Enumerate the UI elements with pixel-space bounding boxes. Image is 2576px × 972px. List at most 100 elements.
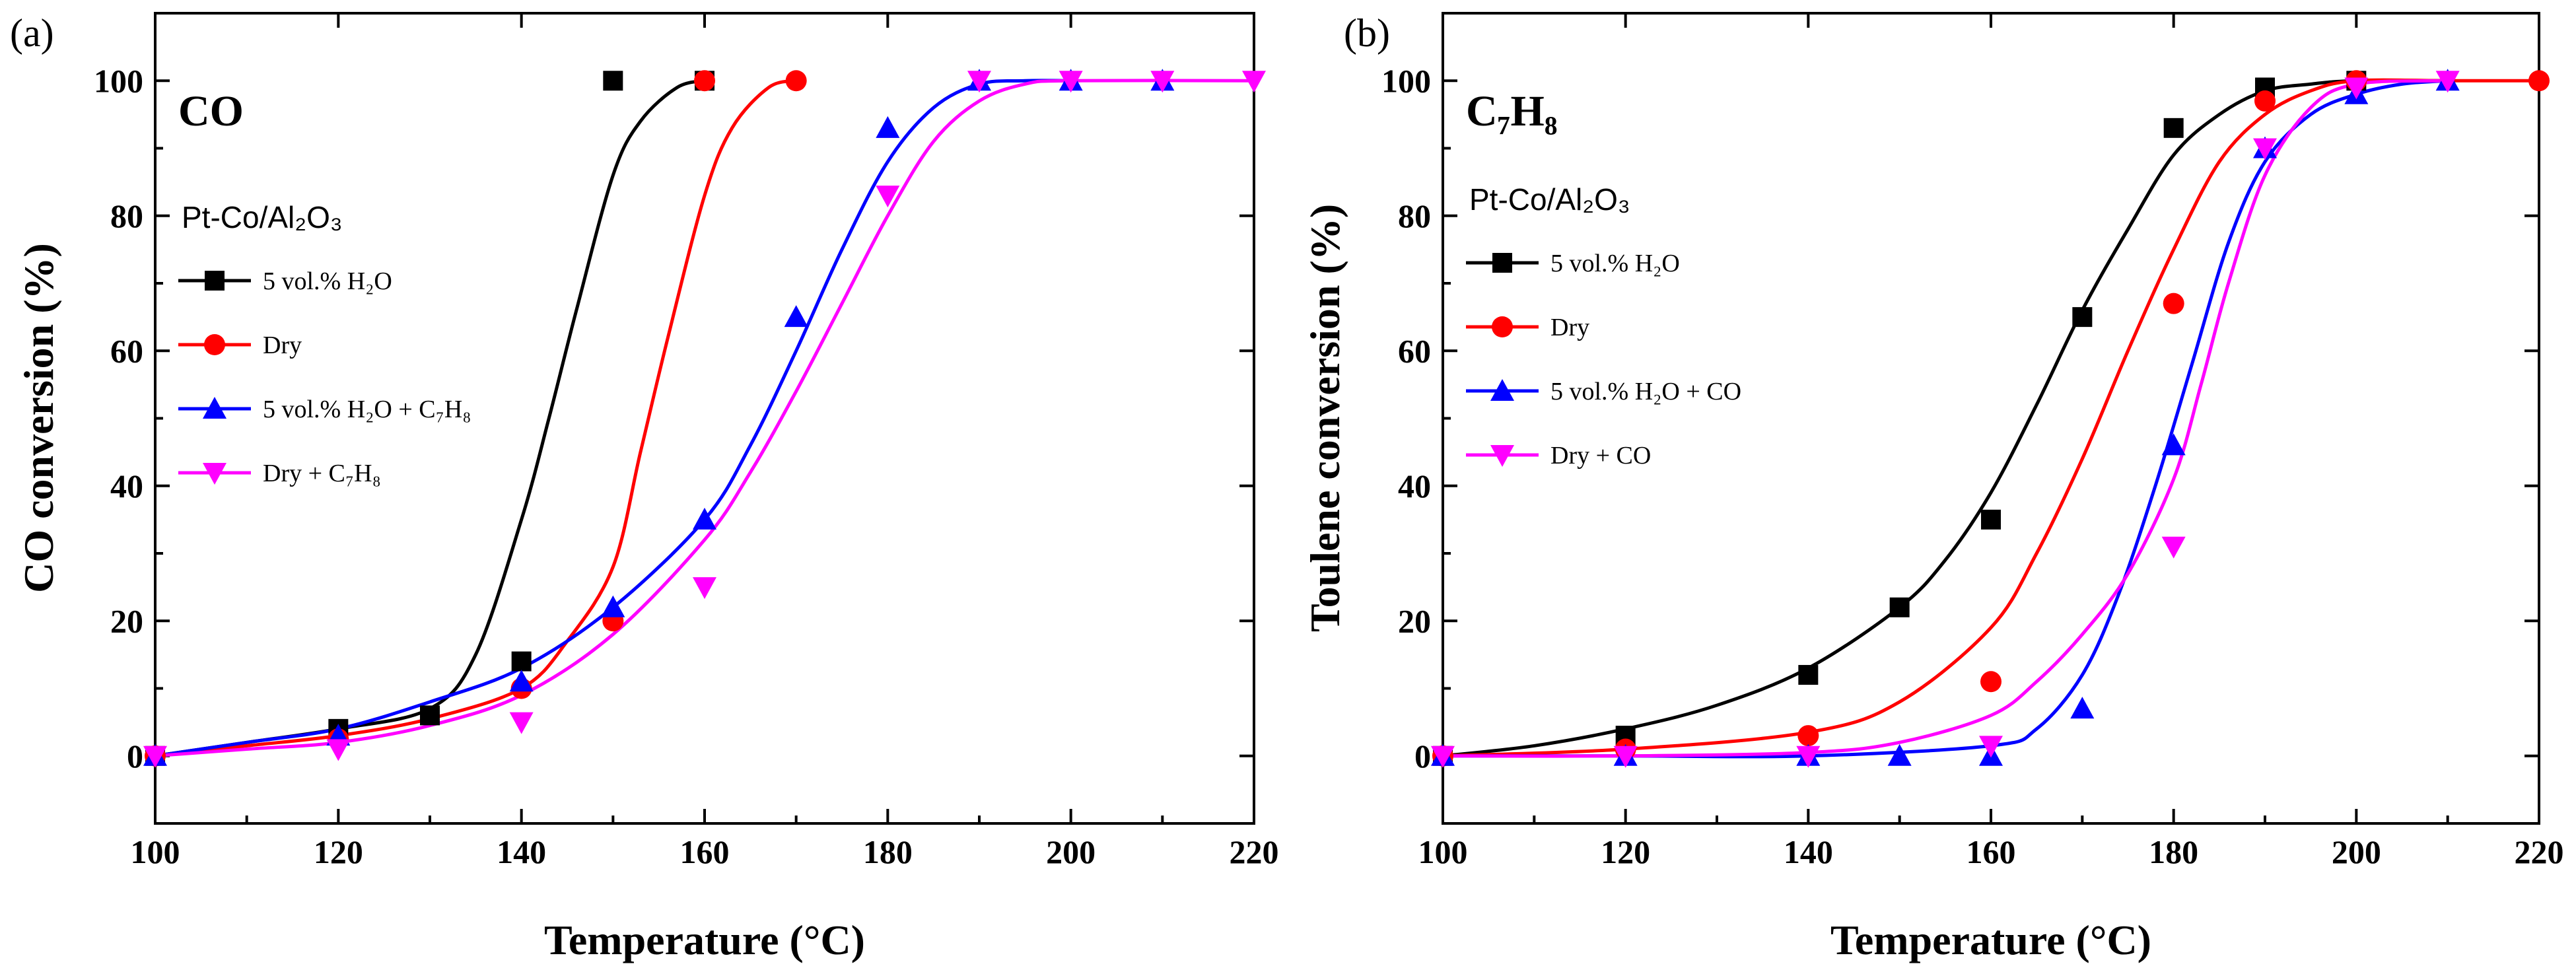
data-point xyxy=(2253,138,2277,160)
data-point xyxy=(785,70,807,92)
panel-b-ticks: 100 120 140 160 180 200 220 0 20 40 60 80 100 xyxy=(1381,13,2564,870)
data-point xyxy=(1613,746,1638,768)
legend-label: 5 vol.% H₂O xyxy=(1550,250,1680,277)
data-point xyxy=(694,70,715,92)
x-tick-label: 120 xyxy=(314,833,363,870)
x-tick-label: 160 xyxy=(1967,833,2016,870)
fit-curve xyxy=(1442,79,2448,758)
x-tick-label: 140 xyxy=(1784,833,1833,870)
panel-a-legend: 5 vol.% H₂O Dry 5 vol.% H₂O + C₇H₈ Dry + C₇… xyxy=(178,267,471,487)
data-point xyxy=(2072,307,2093,328)
panel-a-catalyst-label: Pt-Co/Al₂O₃ xyxy=(182,200,343,234)
legend-marker xyxy=(1492,316,1513,337)
legend-marker xyxy=(1490,379,1514,401)
data-point xyxy=(1242,71,1266,93)
legend-label: Dry xyxy=(263,331,302,359)
panel-a-gas-title: CO xyxy=(178,87,244,135)
panel-b-label: (b) xyxy=(1344,11,1390,55)
data-point xyxy=(2163,118,2184,138)
x-tick-label: 200 xyxy=(1046,833,1096,870)
data-point xyxy=(693,507,716,530)
x-tick-label: 140 xyxy=(497,833,546,870)
legend-marker xyxy=(205,271,225,291)
data-point xyxy=(2070,697,2095,719)
panel-a-x-axis-label: Temperature (°C) xyxy=(544,917,865,963)
y-tick-label: 20 xyxy=(1398,602,1431,639)
x-tick-label: 100 xyxy=(1418,833,1468,870)
data-point xyxy=(509,712,534,734)
data-point xyxy=(601,595,625,617)
y-tick-label: 0 xyxy=(1414,738,1431,775)
y-tick-label: 100 xyxy=(1381,62,1431,99)
panel-b-y-axis-label: Toulene conversion (%) xyxy=(1302,204,1348,632)
data-point xyxy=(2254,90,2276,112)
x-tick-label: 100 xyxy=(131,833,180,870)
y-tick-label: 80 xyxy=(1398,197,1431,234)
data-point xyxy=(1981,509,2001,530)
data-point xyxy=(1796,746,1821,768)
panel-a-fit-curves xyxy=(155,79,1255,758)
legend-label: 5 vol.% H₂O + CO xyxy=(1550,378,1741,405)
legend-label: 5 vol.% H₂O + C₇H₈ xyxy=(263,396,471,423)
legend-label: Dry + CO xyxy=(1550,442,1651,469)
y-tick-label: 40 xyxy=(1398,468,1431,504)
data-point xyxy=(2161,433,2186,456)
data-point xyxy=(1887,744,1912,766)
panel-b-markers xyxy=(1431,69,2550,768)
y-tick-label: 0 xyxy=(127,738,143,775)
data-point xyxy=(2528,70,2550,92)
fit-curve xyxy=(1442,78,2539,758)
legend-label: 5 vol.% H₂O xyxy=(263,267,392,295)
data-point xyxy=(1150,71,1175,93)
data-point xyxy=(326,739,351,761)
data-point xyxy=(1059,71,1083,93)
panel-b: (b) C₇H₈ Pt-Co/Al₂O₃ 100 120 140 160 180 200 2… xyxy=(1302,11,2564,963)
data-point xyxy=(420,705,440,726)
panel-b-x-axis-label: Temperature (°C) xyxy=(1830,917,2151,963)
panel-a-markers xyxy=(143,69,1266,768)
data-point xyxy=(784,305,808,328)
legend-marker xyxy=(1492,253,1512,273)
data-point xyxy=(143,746,167,768)
data-point xyxy=(2344,77,2369,100)
legend-label: Dry xyxy=(1550,314,1589,341)
x-tick-label: 220 xyxy=(1230,833,1279,870)
y-tick-label: 40 xyxy=(110,468,143,504)
data-point xyxy=(509,670,534,692)
legend-marker xyxy=(204,334,225,355)
y-tick-label: 80 xyxy=(110,197,143,234)
fit-curve xyxy=(155,79,1255,758)
data-point xyxy=(2161,536,2186,559)
data-point xyxy=(2435,71,2460,93)
y-tick-label: 60 xyxy=(1398,332,1431,369)
panel-b-plot-frame xyxy=(1442,12,2540,825)
data-point xyxy=(876,186,900,208)
data-point xyxy=(1979,736,2003,758)
data-point xyxy=(1431,746,1455,768)
data-point xyxy=(967,71,991,93)
data-point xyxy=(511,651,532,672)
panel-a-label: (a) xyxy=(10,11,54,55)
data-point xyxy=(1889,597,1910,617)
data-point xyxy=(1797,725,1819,747)
x-tick-label: 220 xyxy=(2515,833,2564,870)
data-point xyxy=(693,577,716,600)
x-tick-label: 200 xyxy=(2332,833,2381,870)
panel-a: (a) CO Pt-Co/Al₂O₃ 100 120 140 160 180 200 220… xyxy=(10,11,1279,963)
panel-a-ticks: 100 120 140 160 180 200 220 0 20 40 60 80 100 xyxy=(94,13,1279,870)
panel-b-gas-title: C₇H₈ xyxy=(1466,87,1558,135)
fit-curve xyxy=(1442,79,2448,759)
legend-marker xyxy=(203,397,226,419)
fit-curve xyxy=(155,79,1071,758)
y-tick-label: 100 xyxy=(94,62,143,99)
y-tick-label: 60 xyxy=(110,332,143,369)
data-point xyxy=(1980,671,2002,693)
data-point xyxy=(603,71,623,91)
panel-a-y-axis-label: CO conversion (%) xyxy=(15,243,62,593)
legend-label: Dry + C₇H₈ xyxy=(263,460,381,487)
x-tick-label: 160 xyxy=(680,833,730,870)
y-tick-label: 20 xyxy=(110,602,143,639)
x-tick-label: 120 xyxy=(1601,833,1650,870)
x-tick-label: 180 xyxy=(863,833,913,870)
